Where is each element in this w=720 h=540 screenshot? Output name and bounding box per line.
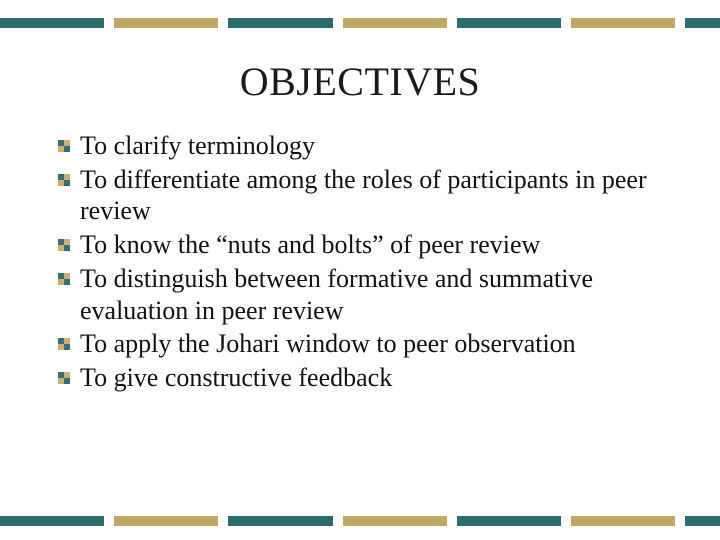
list-item-text: To apply the Johari window to peer obser… — [80, 328, 668, 360]
accent-bar-segment — [0, 18, 104, 28]
accent-bar-segment — [114, 516, 218, 526]
list-item: To distinguish between formative and sum… — [58, 263, 668, 326]
bullet-icon — [58, 239, 70, 251]
accent-bar-segment — [571, 516, 675, 526]
top-accent-bar — [0, 18, 720, 28]
list-item-text: To differentiate among the roles of part… — [80, 164, 668, 227]
list-item-text: To distinguish between formative and sum… — [80, 263, 668, 326]
accent-bar-segment — [685, 18, 720, 28]
list-item: To give constructive feedback — [58, 362, 668, 394]
bullet-icon — [58, 372, 70, 384]
accent-bar-segment — [343, 516, 447, 526]
accent-bar-segment — [228, 516, 332, 526]
bullet-icon — [58, 273, 70, 285]
list-item-text: To give constructive feedback — [80, 362, 668, 394]
bullet-icon — [58, 338, 70, 350]
list-item-text: To know the “nuts and bolts” of peer rev… — [80, 229, 668, 261]
list-item-text: To clarify terminology — [80, 130, 668, 162]
list-item: To differentiate among the roles of part… — [58, 164, 668, 227]
accent-bar-segment — [457, 18, 561, 28]
list-item: To clarify terminology — [58, 130, 668, 162]
bullet-icon — [58, 140, 70, 152]
list-item: To know the “nuts and bolts” of peer rev… — [58, 229, 668, 261]
slide-title: OBJECTIVES — [0, 58, 720, 105]
accent-bar-segment — [0, 516, 104, 526]
accent-bar-segment — [571, 18, 675, 28]
objectives-list: To clarify terminologyTo differentiate a… — [58, 130, 668, 396]
bottom-accent-bar — [0, 516, 720, 526]
accent-bar-segment — [685, 516, 720, 526]
list-item: To apply the Johari window to peer obser… — [58, 328, 668, 360]
accent-bar-segment — [114, 18, 218, 28]
accent-bar-segment — [228, 18, 332, 28]
bullet-icon — [58, 174, 70, 186]
accent-bar-segment — [343, 18, 447, 28]
accent-bar-segment — [457, 516, 561, 526]
